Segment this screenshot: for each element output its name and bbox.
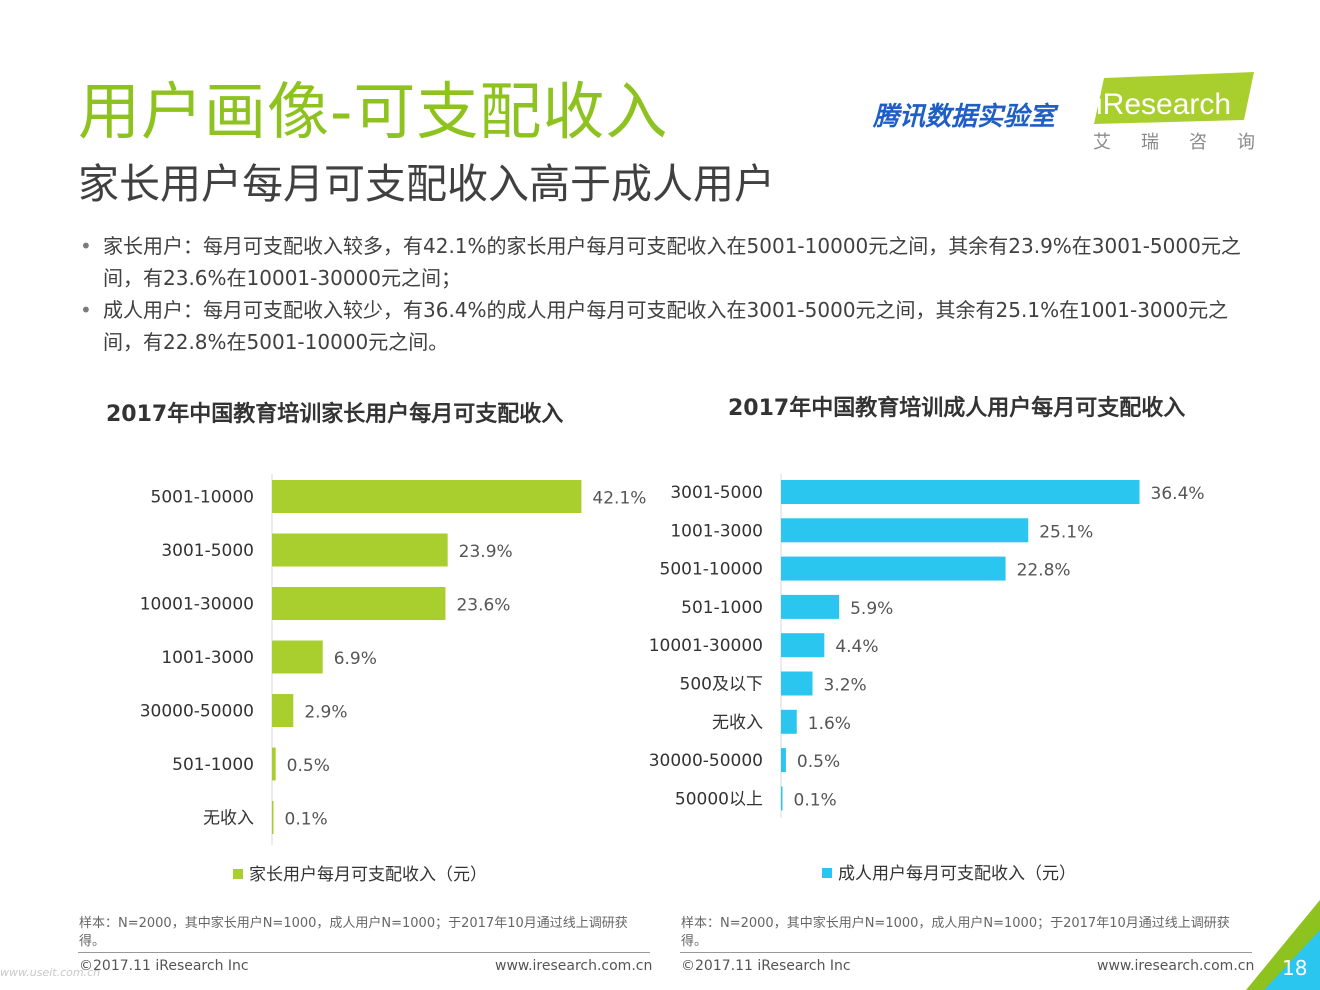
adult-bar <box>781 556 1006 581</box>
adult-value-label: 1.6% <box>808 714 851 734</box>
parent-value-label: 2.9% <box>304 703 347 723</box>
adult-bar <box>781 633 825 658</box>
page-number: 18 <box>1282 956 1308 980</box>
adult-bar <box>781 671 813 696</box>
adult-legend-label: 成人用户每月可支配收入（元） <box>838 864 1076 884</box>
sample-note-left: 样本：N=2000，其中家长用户N=1000，成人用户N=1000；于2017年… <box>79 916 628 949</box>
parent-category-label: 501-1000 <box>172 755 254 775</box>
adult-category-label: 3001-5000 <box>670 483 763 503</box>
adult-category-label: 1001-3000 <box>670 521 763 541</box>
parent-category-label: 无收入 <box>203 809 254 829</box>
tencent-data-lab-logo: 腾讯数据实验室 <box>873 102 1056 132</box>
adult-value-label: 0.5% <box>797 752 840 772</box>
adult-category-label: 30000-50000 <box>649 751 763 771</box>
adult-value-label: 0.1% <box>794 790 837 810</box>
page-subtitle: 家长用户每月可支配收入高于成人用户 <box>78 160 775 208</box>
adult-value-label: 5.9% <box>850 599 893 619</box>
parent-legend-label: 家长用户每月可支配收入（元） <box>249 865 487 885</box>
adult-category-label: 50000以上 <box>675 789 763 809</box>
adult-bar <box>781 480 1140 504</box>
url-right: www.iresearch.com.cn <box>1097 958 1255 974</box>
url-left: www.iresearch.com.cn <box>495 958 653 974</box>
iresearch-cn-name: 艾瑞咨询 <box>1093 132 1285 153</box>
parent-category-label: 1001-3000 <box>161 648 254 668</box>
bullet-adult-users: 成人用户：每月可支配收入较少，有36.4%的成人用户每月可支配收入在3001-5… <box>78 294 1268 358</box>
adult-bar <box>781 786 783 811</box>
adult-category-label: 501-1000 <box>681 598 763 618</box>
adult-category-label: 500及以下 <box>680 675 763 695</box>
footer-divider-left <box>78 952 650 953</box>
adult-value-label: 4.4% <box>835 637 878 657</box>
parent-bar <box>272 587 446 620</box>
footer-divider-right <box>680 952 1252 953</box>
parent-bar <box>272 801 274 834</box>
parent-category-label: 10001-30000 <box>140 595 254 615</box>
watermark: www.useit.com.cn <box>0 966 101 979</box>
iresearch-logo: iResearch <box>1094 72 1254 124</box>
corner-decoration <box>1246 900 1320 990</box>
parent-category-label: 3001-5000 <box>161 541 254 561</box>
adult-bar <box>781 594 840 619</box>
parent-chart-legend: 家长用户每月可支配收入（元） <box>233 860 487 885</box>
parent-value-label: 0.1% <box>285 810 328 830</box>
adult-chart-title: 2017年中国教育培训成人用户每月可支配收入 <box>728 396 1186 421</box>
adult-category-label: 无收入 <box>712 713 763 733</box>
adult-value-label: 22.8% <box>1017 561 1071 581</box>
legend-swatch-blue <box>822 868 832 878</box>
parent-chart-title: 2017年中国教育培训家长用户每月可支配收入 <box>106 402 564 427</box>
parent-value-label: 0.5% <box>287 756 330 776</box>
copyright-right: ©2017.11 iResearch Inc <box>681 958 851 974</box>
parent-income-chart: 5001-10000 42.1% 3001-5000 23.9% 10001-30000… <box>140 474 646 845</box>
adult-category-label: 5001-10000 <box>660 560 763 580</box>
adult-bar <box>781 518 1029 543</box>
parent-category-label: 5001-10000 <box>151 488 254 508</box>
adult-value-label: 3.2% <box>824 676 867 696</box>
parent-bar <box>272 747 276 781</box>
adult-category-label: 10001-30000 <box>649 636 763 656</box>
copyright-left: ©2017.11 iResearch Inc <box>79 958 249 974</box>
adult-value-label: 25.1% <box>1039 522 1093 542</box>
parent-value-label: 23.9% <box>459 542 513 562</box>
adult-chart-legend: 成人用户每月可支配收入（元） <box>822 859 1076 884</box>
bullet-parent-users: 家长用户：每月可支配收入较多，有42.1%的家长用户每月可支配收入在5001-1… <box>78 230 1268 294</box>
legend-swatch-green <box>233 869 243 879</box>
parent-bar <box>272 480 582 513</box>
summary-bullets: 家长用户：每月可支配收入较多，有42.1%的家长用户每月可支配收入在5001-1… <box>78 230 1268 358</box>
adult-value-label: 36.4% <box>1151 484 1205 504</box>
parent-bar <box>272 694 294 727</box>
adult-bar <box>781 748 786 773</box>
sample-note-right: 样本：N=2000，其中家长用户N=1000，成人用户N=1000；于2017年… <box>681 916 1230 949</box>
adult-bar <box>781 709 797 734</box>
parent-value-label: 6.9% <box>334 649 377 669</box>
parent-category-label: 30000-50000 <box>140 702 254 722</box>
parent-value-label: 23.6% <box>456 596 510 616</box>
parent-bar <box>272 533 448 567</box>
adult-income-chart: 3001-5000 36.4% 1001-3000 25.1% 5001-10000 22… <box>649 474 1205 818</box>
parent-value-label: 42.1% <box>592 489 646 509</box>
parent-bar <box>272 640 323 674</box>
iresearch-logo-text: iResearch <box>1096 88 1231 121</box>
page-title: 用户画像-可支配收入 <box>78 75 669 148</box>
